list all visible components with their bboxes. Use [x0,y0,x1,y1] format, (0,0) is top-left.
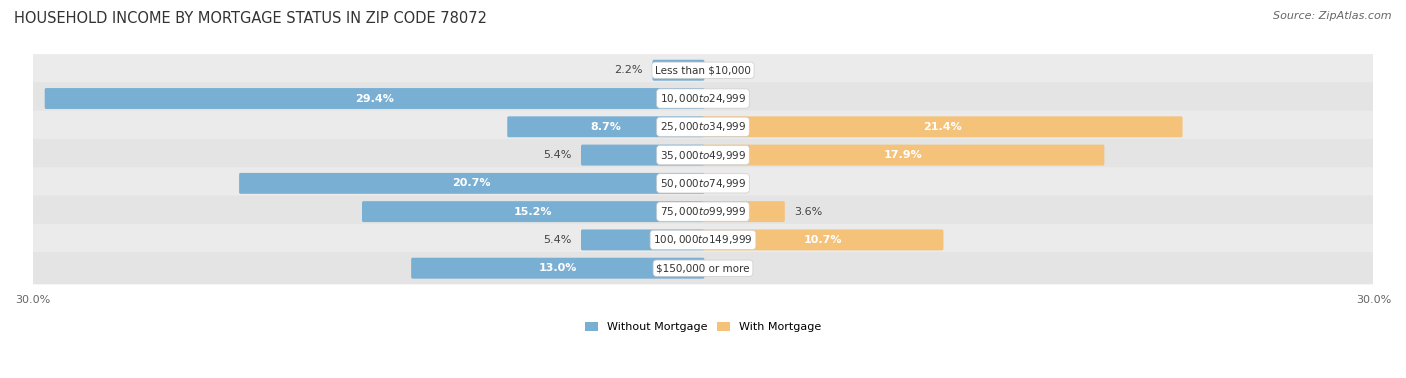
Text: 29.4%: 29.4% [356,93,394,104]
Text: 21.4%: 21.4% [922,122,962,132]
Text: 17.9%: 17.9% [883,150,922,160]
FancyBboxPatch shape [239,173,704,194]
Text: 10.7%: 10.7% [803,235,842,245]
FancyBboxPatch shape [28,54,1378,86]
Text: 20.7%: 20.7% [453,178,491,188]
FancyBboxPatch shape [652,60,704,81]
Text: $25,000 to $34,999: $25,000 to $34,999 [659,120,747,133]
Text: 5.4%: 5.4% [543,235,571,245]
Text: 3.6%: 3.6% [794,207,823,217]
Text: $10,000 to $24,999: $10,000 to $24,999 [659,92,747,105]
FancyBboxPatch shape [28,252,1378,284]
FancyBboxPatch shape [28,224,1378,256]
Text: 0.0%: 0.0% [711,263,740,273]
Text: $150,000 or more: $150,000 or more [657,263,749,273]
FancyBboxPatch shape [28,195,1378,228]
FancyBboxPatch shape [361,201,704,222]
Text: 0.0%: 0.0% [711,93,740,104]
FancyBboxPatch shape [28,139,1378,171]
FancyBboxPatch shape [702,116,1182,137]
Text: HOUSEHOLD INCOME BY MORTGAGE STATUS IN ZIP CODE 78072: HOUSEHOLD INCOME BY MORTGAGE STATUS IN Z… [14,11,486,26]
FancyBboxPatch shape [702,145,1104,166]
FancyBboxPatch shape [28,167,1378,200]
FancyBboxPatch shape [28,82,1378,115]
Text: 0.0%: 0.0% [711,178,740,188]
FancyBboxPatch shape [581,229,704,250]
FancyBboxPatch shape [411,258,704,279]
Text: 2.2%: 2.2% [614,65,643,75]
Text: $100,000 to $149,999: $100,000 to $149,999 [654,233,752,246]
Text: 5.4%: 5.4% [543,150,571,160]
Text: 8.7%: 8.7% [591,122,621,132]
FancyBboxPatch shape [28,111,1378,143]
FancyBboxPatch shape [508,116,704,137]
Text: 15.2%: 15.2% [515,207,553,217]
FancyBboxPatch shape [702,201,785,222]
Text: $35,000 to $49,999: $35,000 to $49,999 [659,149,747,161]
FancyBboxPatch shape [45,88,704,109]
Text: $50,000 to $74,999: $50,000 to $74,999 [659,177,747,190]
Text: Source: ZipAtlas.com: Source: ZipAtlas.com [1274,11,1392,21]
FancyBboxPatch shape [581,145,704,166]
Text: 13.0%: 13.0% [538,263,576,273]
Text: Less than $10,000: Less than $10,000 [655,65,751,75]
Text: 0.0%: 0.0% [711,65,740,75]
FancyBboxPatch shape [702,229,943,250]
Text: $75,000 to $99,999: $75,000 to $99,999 [659,205,747,218]
Legend: Without Mortgage, With Mortgage: Without Mortgage, With Mortgage [581,318,825,337]
